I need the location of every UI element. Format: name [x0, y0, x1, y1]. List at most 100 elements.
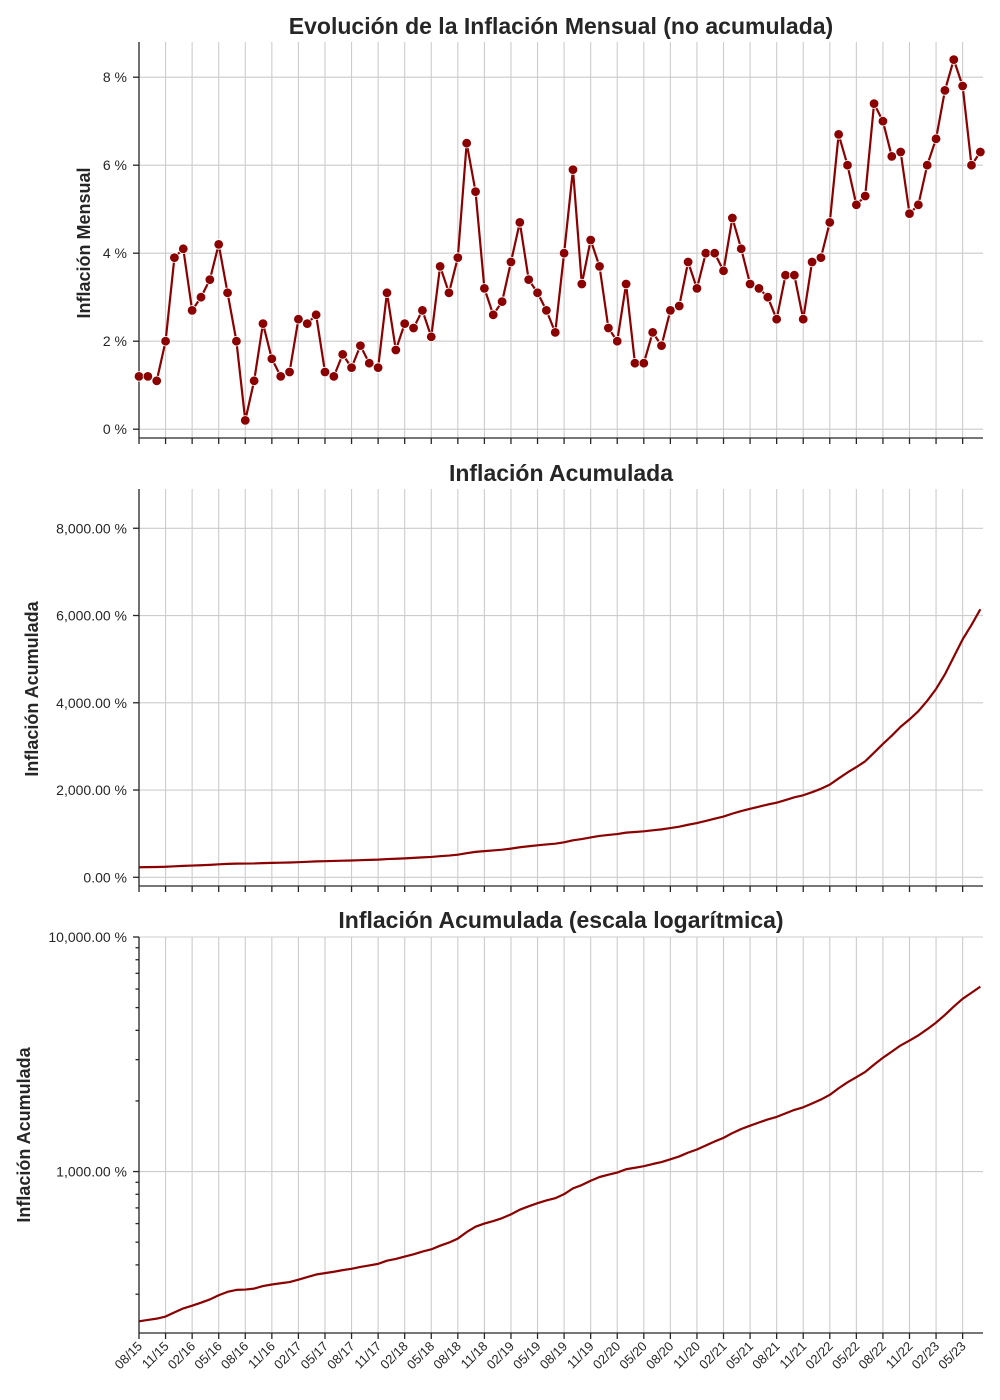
x-tick-label: 08/16 [218, 1339, 252, 1373]
data-point [142, 371, 154, 382]
data-point [266, 353, 278, 365]
data-point [523, 274, 534, 285]
data-point [966, 159, 977, 171]
data-point [390, 344, 402, 356]
y-tick-label: 1,000.00 % [56, 1164, 127, 1180]
data-point [603, 322, 614, 334]
data-point [594, 261, 605, 272]
data-point [293, 314, 304, 325]
data-point [496, 296, 508, 307]
data-point [948, 54, 959, 65]
x-tick-label: 02/16 [165, 1339, 199, 1373]
data-point [302, 318, 313, 329]
data-point [718, 265, 729, 277]
x-tick-label: 11/19 [564, 1339, 597, 1372]
data-point [753, 283, 765, 294]
x-tick-label: 05/21 [723, 1339, 757, 1373]
x-tick-label: 05/20 [616, 1339, 650, 1373]
x-tick-label: 05/23 [935, 1339, 969, 1373]
data-point [851, 199, 862, 211]
data-point [771, 314, 782, 325]
x-tick-label: 02/23 [909, 1339, 943, 1373]
x-tick-label: 08/19 [537, 1339, 571, 1373]
series-line [138, 608, 982, 869]
data-point [381, 287, 393, 299]
y-axis-label-monthly: Inflación Mensual [74, 167, 94, 318]
data-point [337, 349, 348, 360]
data-point [700, 247, 711, 259]
y-tick-label: 8 % [103, 69, 127, 85]
data-point [576, 278, 588, 290]
data-point [957, 80, 968, 92]
x-tick-label: 11/17 [351, 1339, 384, 1372]
data-point [275, 371, 286, 382]
data-point [585, 234, 596, 246]
data-point [656, 340, 667, 351]
x-tick-label: 11/18 [458, 1339, 491, 1372]
data-point [319, 366, 331, 378]
x-tick-label: 08/22 [855, 1339, 889, 1373]
data-point [939, 85, 951, 96]
data-point [647, 327, 658, 338]
data-point [222, 287, 233, 299]
data-point [160, 336, 171, 347]
y-axis-label-log: Inflación Acumulada [14, 1046, 34, 1222]
data-point [877, 115, 889, 127]
x-tick-label: 11/20 [670, 1339, 703, 1372]
data-point [682, 256, 694, 268]
data-point [257, 318, 269, 329]
data-point [860, 190, 871, 202]
data-point [913, 199, 924, 211]
data-point [186, 305, 198, 316]
data-point [426, 331, 437, 343]
data-point [399, 318, 410, 329]
data-point [567, 164, 579, 175]
data-point [806, 256, 818, 268]
data-point [452, 252, 464, 263]
x-tick-label: 02/20 [590, 1339, 624, 1373]
data-point [417, 305, 428, 316]
data-point [798, 314, 809, 325]
y-tick-label: 6,000.00 % [56, 608, 127, 624]
x-tick-label: 02/22 [802, 1339, 836, 1373]
y-tick-label: 4,000.00 % [56, 695, 127, 711]
series-line [138, 985, 981, 1323]
data-point [346, 362, 357, 373]
x-tick-label: 05/19 [510, 1339, 544, 1373]
data-point [372, 362, 384, 373]
series-line [139, 58, 982, 422]
data-point [629, 358, 641, 369]
data-point [461, 137, 472, 149]
data-point [231, 336, 242, 347]
data-point [284, 366, 295, 378]
data-point [434, 261, 446, 272]
y-tick-label: 6 % [103, 157, 127, 173]
data-point [550, 327, 561, 338]
x-tick-label: 11/21 [776, 1339, 809, 1372]
x-tick-label: 11/22 [883, 1339, 916, 1372]
data-point [868, 98, 880, 109]
panel-cumulative-inflation: Inflación Acumulada Inflación Acumulada … [22, 460, 983, 892]
data-point [638, 358, 650, 369]
data-point [620, 278, 632, 290]
y-tick-label: 0.00 % [83, 869, 127, 885]
y-tick-label: 2 % [103, 333, 127, 349]
data-point [762, 292, 773, 303]
x-tick-label: 08/18 [430, 1339, 464, 1373]
x-tick-label: 02/21 [696, 1339, 730, 1373]
x-tick-label: 08/17 [324, 1339, 358, 1373]
x-tick-label: 02/18 [377, 1339, 411, 1373]
data-point [558, 247, 570, 259]
x-tick-label: 08/21 [749, 1339, 783, 1373]
y-tick-label: 4 % [103, 245, 127, 261]
data-point [842, 159, 853, 171]
x-tick-label: 08/15 [112, 1339, 146, 1373]
data-point [895, 146, 906, 158]
data-point [736, 243, 747, 255]
data-point [674, 300, 685, 312]
data-point [833, 129, 844, 140]
data-point [408, 322, 419, 334]
data-point [470, 186, 481, 197]
data-point [195, 292, 207, 303]
data-point [612, 336, 623, 347]
